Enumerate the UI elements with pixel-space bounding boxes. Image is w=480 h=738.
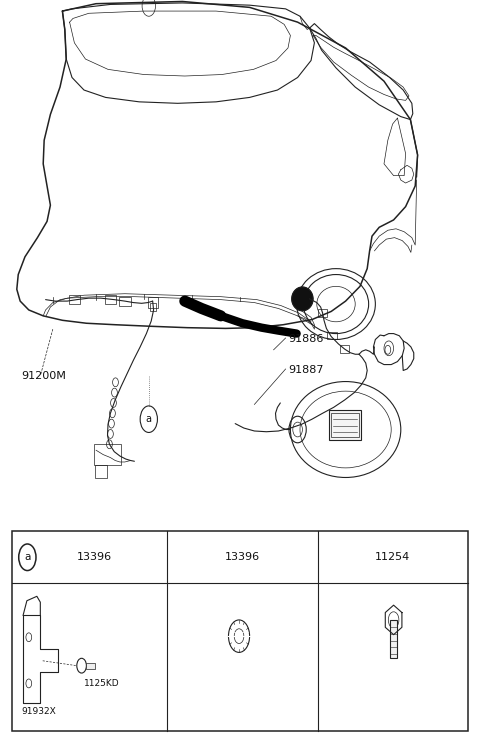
Bar (327, 332, 337, 339)
Bar (119, 297, 131, 306)
Text: 13396: 13396 (225, 552, 260, 562)
Text: 91887: 91887 (288, 365, 324, 376)
Bar (318, 309, 327, 317)
Text: 1125KD: 1125KD (84, 679, 119, 688)
Bar (95, 465, 107, 478)
Text: 11254: 11254 (375, 552, 410, 562)
Bar (150, 303, 156, 311)
Polygon shape (292, 287, 313, 311)
Text: 13396: 13396 (77, 552, 112, 562)
Text: 91932X: 91932X (21, 707, 56, 716)
Text: 91200M: 91200M (22, 371, 66, 382)
Bar (390, 620, 397, 658)
Text: 91886: 91886 (288, 334, 324, 345)
Text: a: a (146, 414, 152, 424)
Bar (69, 295, 80, 304)
Bar (12, 531, 468, 731)
Bar (105, 295, 116, 304)
Text: a: a (24, 552, 31, 562)
Bar (86, 663, 95, 669)
Bar (331, 413, 359, 437)
Bar (94, 444, 121, 465)
Bar (148, 297, 158, 308)
Bar (340, 345, 349, 353)
Bar (329, 410, 361, 440)
